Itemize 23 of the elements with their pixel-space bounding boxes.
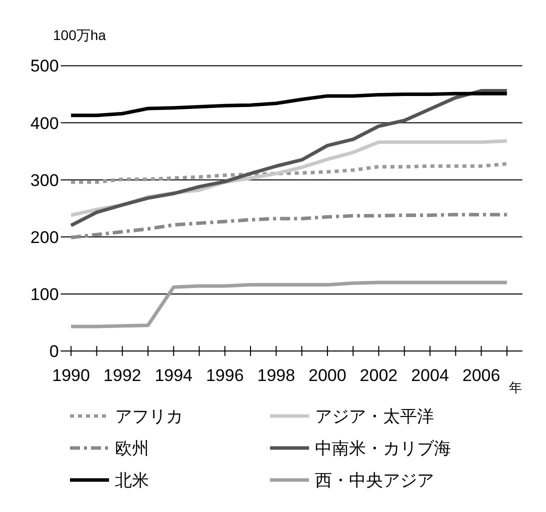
x-tick-label: 1990	[52, 366, 90, 385]
y-tick-label: 200	[30, 228, 59, 247]
x-axis-title: 年	[509, 380, 522, 395]
x-tick-label: 1996	[206, 366, 244, 385]
legend-label: アフリカ	[115, 407, 183, 426]
legend-label: 北米	[115, 471, 149, 490]
x-tick-label: 2002	[360, 366, 398, 385]
legend-label: 西・中央アジア	[315, 471, 434, 490]
x-tick-label: 2004	[411, 366, 449, 385]
y-tick-label: 100	[30, 284, 59, 304]
x-tick-label: 1998	[257, 366, 296, 385]
legend-label: 中南米・カリブ海	[315, 439, 451, 458]
x-tick-label: 1994	[154, 366, 193, 385]
legend-label: 欧州	[115, 439, 149, 458]
y-tick-label: 500	[30, 56, 59, 76]
legend-label: アジア・太平洋	[315, 407, 434, 426]
y-tick-label: 0	[49, 342, 59, 361]
y-tick-label: 300	[30, 170, 59, 190]
x-tick-label: 2000	[308, 366, 346, 385]
x-tick-label: 2006	[462, 366, 500, 385]
y-axis-title: 100万ha	[53, 27, 106, 43]
y-tick-label: 400	[30, 114, 59, 133]
x-tick-label: 1992	[103, 366, 142, 385]
